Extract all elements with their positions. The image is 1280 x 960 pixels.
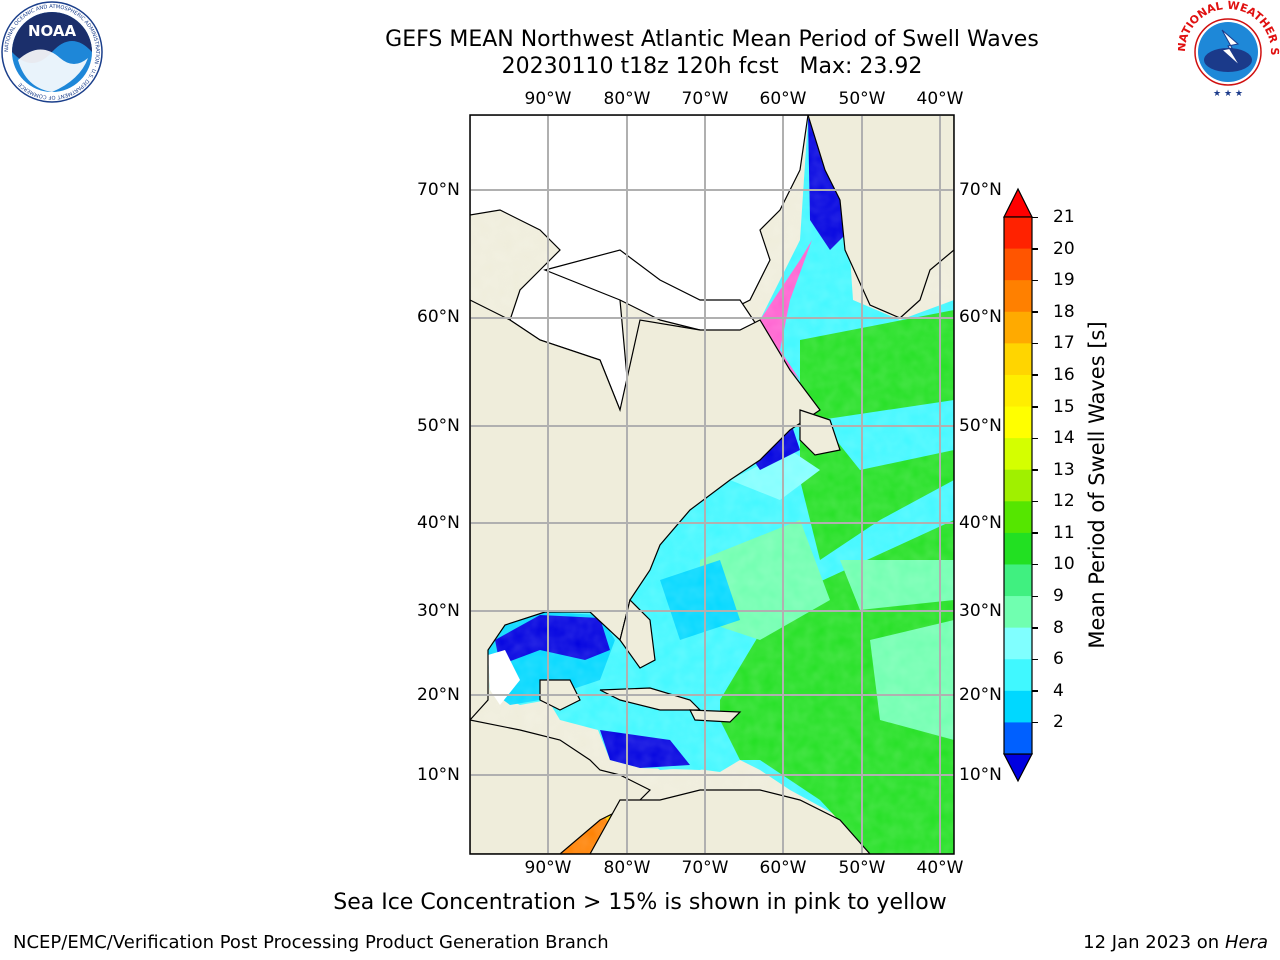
lat-label-right: 20°N xyxy=(959,685,1002,705)
colorbar-tick-label: 2 xyxy=(1053,712,1064,733)
colorbar-tick-mark xyxy=(1032,627,1038,629)
noaa-logo-text: NOAA xyxy=(28,22,77,40)
colorbar-tick-label: 14 xyxy=(1053,428,1075,449)
noaa-logo: NOAA NATIONAL OCEANIC AND ATMOSPHERIC AD… xyxy=(1,1,103,103)
colorbar-band xyxy=(1004,532,1032,565)
colorbar-tick-mark xyxy=(1032,437,1038,440)
colorbar-tick-mark xyxy=(1032,658,1038,661)
colorbar-band xyxy=(1004,722,1032,755)
colorbar-tick-label: 11 xyxy=(1053,522,1075,543)
colorbar-tick-label: 16 xyxy=(1053,364,1075,385)
map-subtitle: 20230110 t18z 120h fcst Max: 23.92 xyxy=(501,54,923,79)
colorbar-tick-label: 6 xyxy=(1053,649,1064,670)
colorbar-under-arrow xyxy=(1003,753,1033,783)
machine-name: Hera xyxy=(1224,932,1268,953)
lat-label-right: 60°N xyxy=(959,307,1002,327)
colorbar-band xyxy=(1004,374,1032,408)
colorbar-band xyxy=(1004,596,1032,629)
colorbar-tick-mark xyxy=(1032,469,1038,471)
lat-label-left: 30°N xyxy=(417,601,460,621)
colorbar-tick-label: 12 xyxy=(1053,491,1075,512)
lon-label-bottom: 70°W xyxy=(681,858,729,878)
colorbar-tick-mark xyxy=(1032,532,1038,534)
colorbar-band xyxy=(1004,564,1032,597)
lat-label-right: 30°N xyxy=(959,601,1002,621)
svg-text:★ ★ ★: ★ ★ ★ xyxy=(1213,89,1243,99)
colorbar-tick-label: 17 xyxy=(1053,333,1075,354)
colorbar-tick-label: 15 xyxy=(1053,396,1075,417)
colorbar-tick-mark xyxy=(1032,279,1038,282)
lat-label-right: 40°N xyxy=(959,513,1002,533)
colorbar-tick-mark xyxy=(1032,216,1038,218)
colorbar-tick-label: 21 xyxy=(1053,207,1075,227)
colorbar-tick-mark xyxy=(1032,721,1038,724)
colorbar-band xyxy=(1004,311,1032,344)
lat-label-left: 40°N xyxy=(417,513,460,533)
colorbar-tick-label: 10 xyxy=(1053,554,1075,575)
colorbar-band xyxy=(1004,343,1032,376)
sea-ice-note: Sea Ice Concentration > 15% is shown in … xyxy=(333,890,947,915)
colorbar-band xyxy=(1004,248,1032,281)
colorbar-tick-label: 20 xyxy=(1053,238,1075,259)
colorbar-tick-label: 8 xyxy=(1053,617,1064,638)
colorbar-tick-label: 4 xyxy=(1053,680,1064,701)
colorbar-tick-mark xyxy=(1032,595,1038,598)
colorbar-band xyxy=(1004,659,1032,692)
lon-label-bottom: 40°W xyxy=(916,858,964,878)
graticule xyxy=(470,115,954,854)
lat-label-left: 70°N xyxy=(417,180,460,200)
colorbar xyxy=(1003,187,1033,783)
colorbar-tick-mark xyxy=(1032,690,1038,692)
lon-label-bottom: 90°W xyxy=(524,858,572,878)
credit-line: NCEP/EMC/Verification Post Processing Pr… xyxy=(13,932,609,953)
lon-label-top: 50°W xyxy=(838,89,886,109)
colorbar-band xyxy=(1004,627,1032,660)
lon-label-top: 80°W xyxy=(603,89,651,109)
colorbar-over-arrow xyxy=(1003,187,1033,218)
colorbar-tick-mark xyxy=(1032,563,1038,566)
run-date: 12 Jan 2023 on Hera xyxy=(1083,932,1268,953)
colorbar-tick-label: 9 xyxy=(1053,586,1064,607)
map-frame xyxy=(469,114,955,855)
lat-label-right: 10°N xyxy=(959,765,1002,785)
colorbar-tick-label: 13 xyxy=(1053,459,1075,480)
colorbar-band xyxy=(1004,438,1032,471)
lat-label-left: 60°N xyxy=(417,307,460,327)
lat-label-right: 70°N xyxy=(959,180,1002,200)
lat-label-left: 50°N xyxy=(417,416,460,436)
colorbar-tick-mark xyxy=(1032,500,1038,503)
nws-logo: NATIONAL WEATHER SERVICE ★ ★ ★ xyxy=(1178,0,1280,99)
colorbar-tick-label: 18 xyxy=(1053,301,1075,322)
lon-label-bottom: 80°W xyxy=(603,858,651,878)
lat-label-left: 20°N xyxy=(417,685,460,705)
lon-label-top: 90°W xyxy=(524,89,572,109)
lon-label-top: 60°W xyxy=(759,89,807,109)
lon-label-top: 40°W xyxy=(916,89,964,109)
lon-label-bottom: 60°W xyxy=(759,858,807,878)
colorbar-band xyxy=(1004,501,1032,534)
colorbar-band xyxy=(1004,406,1032,439)
colorbar-tick-mark xyxy=(1032,374,1038,376)
lon-label-bottom: 50°W xyxy=(838,858,886,878)
lat-label-left: 10°N xyxy=(417,765,460,785)
colorbar-band xyxy=(1004,280,1032,313)
colorbar-tick-mark xyxy=(1032,342,1038,345)
colorbar-tick-label: 19 xyxy=(1053,270,1075,291)
colorbar-tick-mark xyxy=(1032,248,1038,250)
colorbar-band xyxy=(1004,469,1032,502)
lat-label-right: 50°N xyxy=(959,416,1002,436)
colorbar-tick-mark xyxy=(1032,406,1038,408)
colorbar-band xyxy=(1004,690,1032,723)
lon-label-top: 70°W xyxy=(681,89,729,109)
colorbar-band xyxy=(1004,217,1032,250)
colorbar-tick-mark xyxy=(1032,311,1038,313)
map-title: GEFS MEAN Northwest Atlantic Mean Period… xyxy=(385,27,1039,52)
land-masses xyxy=(470,115,954,854)
